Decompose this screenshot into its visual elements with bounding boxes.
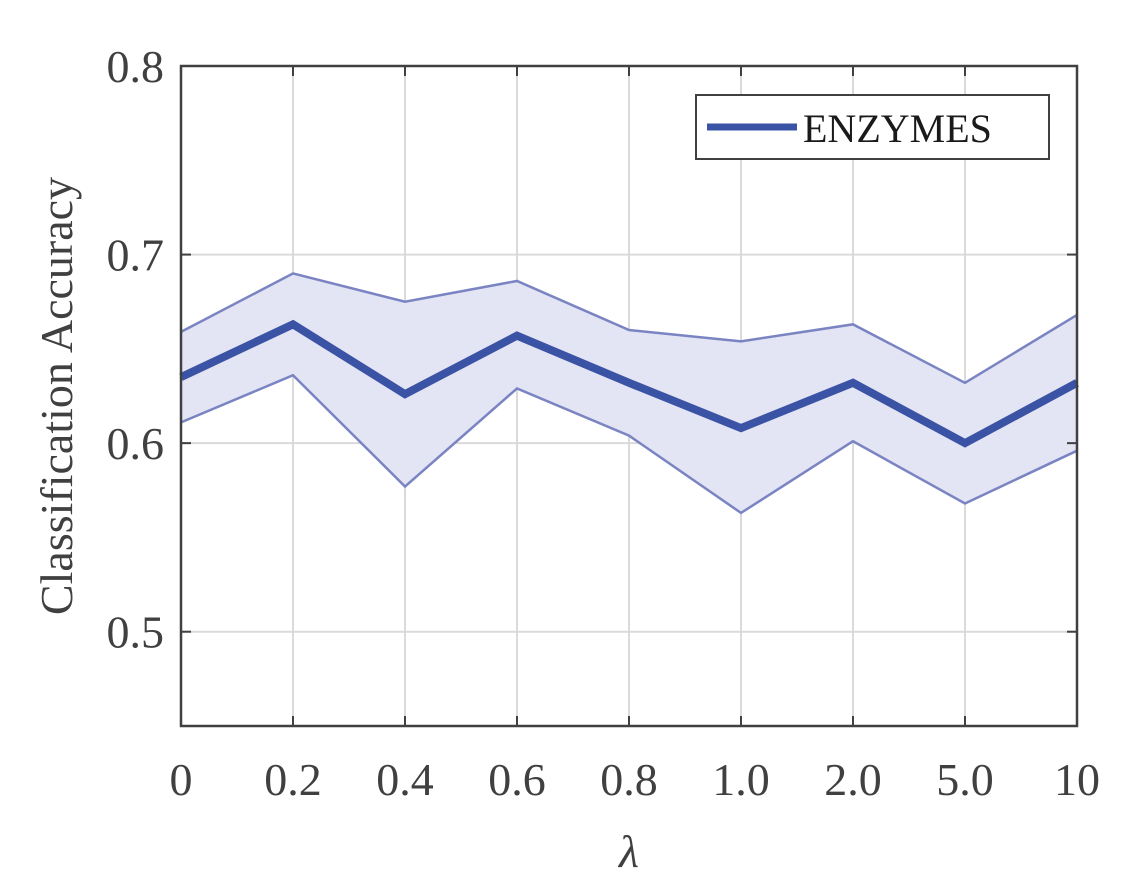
upper-bound-line — [180, 272, 1078, 385]
lower-bound-line — [180, 373, 1078, 515]
x-tick-label: 1.0 — [712, 754, 770, 805]
legend-label: ENZYMES — [803, 106, 992, 151]
x-tick-label: 0.2 — [264, 754, 322, 805]
confidence-band-area — [181, 273, 1077, 513]
y-tick-label: 0.5 — [107, 607, 165, 658]
x-tick-label: 0.4 — [376, 754, 434, 805]
x-tick-labels: 0 0.2 0.4 0.6 0.8 1.0 2.0 5.0 10 — [170, 754, 1101, 805]
x-tick-label: 5.0 — [936, 754, 994, 805]
x-axis-label: λ — [617, 826, 639, 877]
x-tick-label: 0.6 — [488, 754, 546, 805]
y-tick-labels: 0.5 0.6 0.7 0.8 — [107, 41, 165, 658]
x-tick-label: 2.0 — [824, 754, 882, 805]
x-tick-label: 10 — [1054, 754, 1100, 805]
confidence-band — [180, 272, 1078, 515]
tick-marks — [180, 65, 1078, 726]
y-tick-label: 0.7 — [107, 230, 165, 281]
y-tick-label: 0.6 — [107, 418, 165, 469]
legend: ENZYMES — [695, 94, 1050, 160]
x-tick-label: 0 — [170, 754, 193, 805]
x-tick-label: 0.8 — [600, 754, 658, 805]
y-tick-label: 0.8 — [107, 41, 165, 92]
y-axis-label: Classification Accuracy — [31, 177, 82, 615]
